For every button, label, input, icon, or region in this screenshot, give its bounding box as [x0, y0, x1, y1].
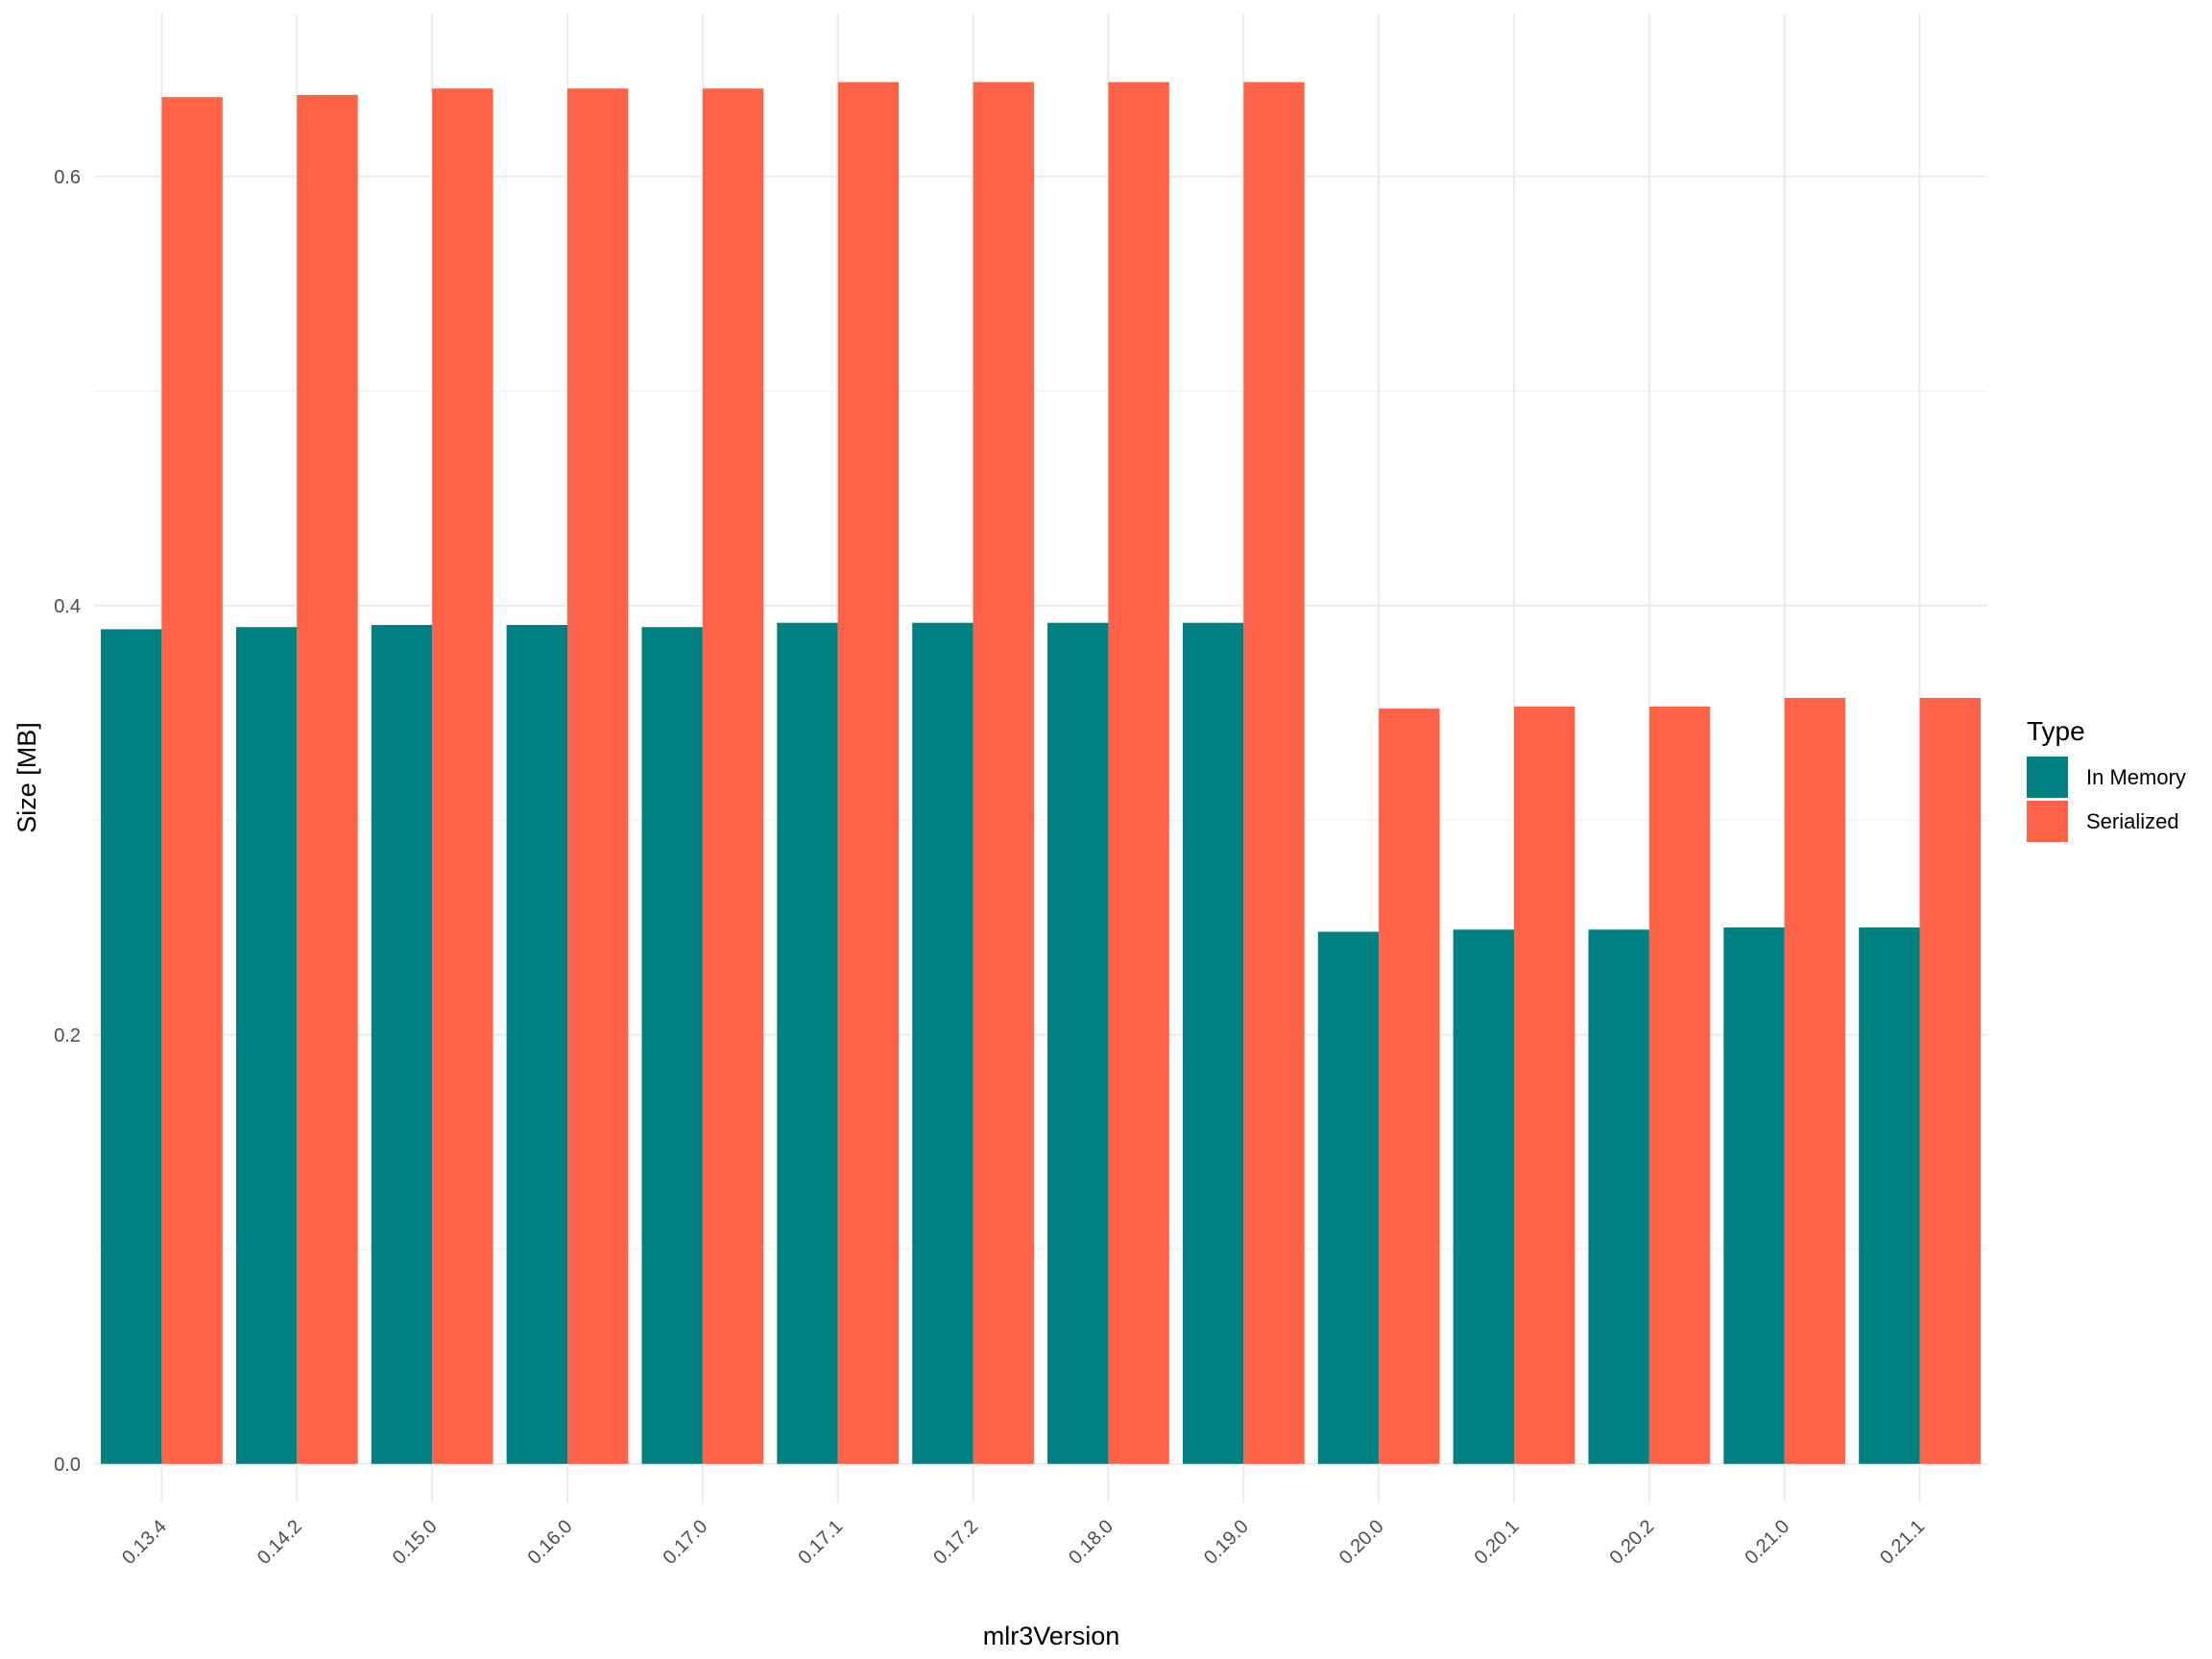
bar-in-memory	[235, 627, 298, 1464]
x-tick-label: 0.14.2	[253, 1516, 306, 1569]
legend-key-in-memory	[2027, 757, 2068, 798]
bar-serialized	[837, 82, 900, 1464]
bar-serialized	[161, 97, 223, 1464]
x-axis-ticks: 0.13.4 0.14.2 0.15.0 0.16.0 0.17.0 0.17.1 0.17…	[118, 1516, 1929, 1569]
bar-in-memory	[1047, 622, 1109, 1464]
bar-serialized	[702, 88, 764, 1464]
y-tick-label: 0.2	[54, 1025, 81, 1046]
x-tick-label: 0.15.0	[389, 1516, 442, 1569]
legend-title: Type	[2027, 716, 2085, 746]
y-tick-label: 0.0	[54, 1455, 81, 1476]
bars	[101, 82, 1981, 1464]
bar-serialized	[1108, 82, 1169, 1464]
x-tick-label: 0.17.2	[929, 1516, 982, 1569]
bar-serialized	[973, 82, 1034, 1464]
legend-items: In Memory Serialized	[2027, 757, 2186, 842]
legend-label-serialized: Serialized	[2086, 809, 2179, 833]
bar-in-memory	[1723, 927, 1785, 1464]
y-tick-label: 0.4	[54, 596, 81, 617]
bar-in-memory	[912, 622, 974, 1464]
legend: Type In Memory Serialized	[2027, 716, 2186, 842]
bar-serialized	[297, 94, 358, 1464]
bar-serialized	[1243, 82, 1305, 1464]
bar-serialized	[1648, 706, 1711, 1464]
bar-serialized	[567, 88, 629, 1464]
legend-key-serialized	[2027, 801, 2068, 842]
bar-serialized	[1514, 706, 1575, 1464]
bar-in-memory	[1182, 622, 1244, 1464]
x-tick-label: 0.21.1	[1876, 1516, 1929, 1569]
bar-in-memory	[777, 622, 838, 1464]
bar-in-memory	[1859, 927, 1920, 1464]
bar-in-memory	[641, 627, 703, 1464]
bar-serialized	[1784, 697, 1846, 1464]
bar-in-memory	[1453, 929, 1514, 1464]
x-tick-label: 0.17.1	[794, 1516, 847, 1569]
x-tick-label: 0.20.0	[1335, 1516, 1388, 1569]
legend-label-in-memory: In Memory	[2086, 765, 2186, 789]
x-tick-label: 0.17.0	[660, 1516, 712, 1569]
bar-serialized	[1919, 697, 1981, 1464]
bar-in-memory	[1317, 931, 1380, 1464]
bar-in-memory	[506, 624, 567, 1464]
x-tick-label: 0.21.0	[1741, 1516, 1793, 1569]
x-tick-label: 0.19.0	[1200, 1516, 1253, 1569]
y-axis-title: Size [MB]	[12, 722, 41, 833]
y-tick-label: 0.6	[54, 167, 81, 188]
bar-serialized	[1379, 709, 1440, 1464]
bar-in-memory	[371, 624, 433, 1464]
x-axis-title: mlr3Version	[983, 1622, 1120, 1650]
x-tick-label: 0.20.1	[1471, 1516, 1524, 1569]
bar-in-memory	[101, 629, 162, 1464]
x-tick-label: 0.20.2	[1606, 1516, 1659, 1569]
y-axis-ticks: 0.0 0.2 0.4 0.6	[54, 167, 81, 1476]
x-tick-label: 0.13.4	[118, 1516, 171, 1569]
x-tick-label: 0.18.0	[1065, 1516, 1118, 1569]
bar-serialized	[432, 88, 493, 1464]
x-tick-label: 0.16.0	[524, 1516, 577, 1569]
bar-in-memory	[1588, 929, 1649, 1464]
